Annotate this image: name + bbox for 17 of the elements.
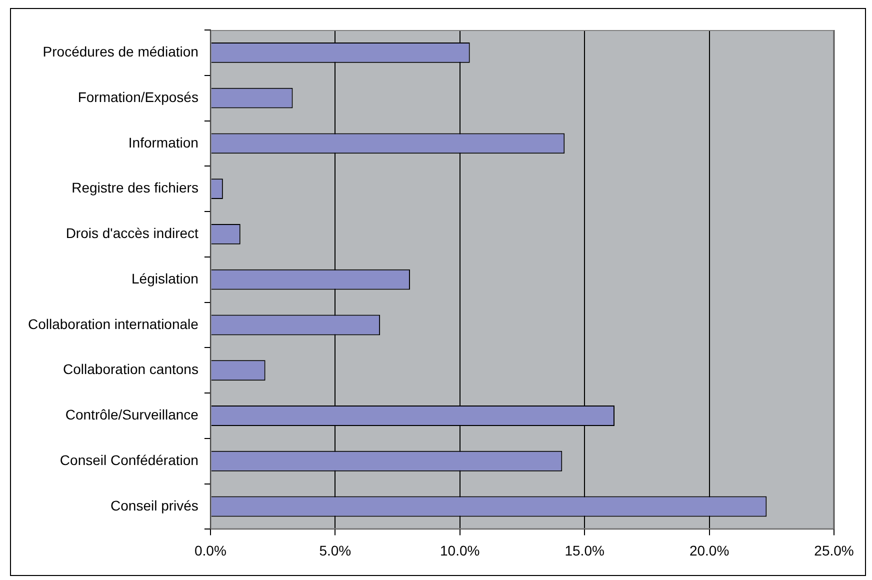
y-tick-label: Drois d'accès indirect	[66, 225, 199, 242]
y-tick-label: Conseil Confédération	[60, 452, 198, 468]
x-tick-label: 10.0%	[440, 542, 480, 558]
y-tick-label: Procédures de médiation	[42, 44, 198, 60]
y-tick-label: Contrôle/Surveillance	[65, 406, 199, 423]
y-tick-label: Législation	[132, 270, 198, 286]
x-tick-label: 15.0%	[564, 542, 604, 558]
x-tick-label: 25.0%	[814, 542, 854, 558]
x-tick-label: 20.0%	[689, 542, 730, 558]
x-tick-label: 0.0%	[194, 542, 226, 558]
y-tick-label: Collaboration internationale	[28, 316, 199, 332]
y-tick-label: Collaboration cantons	[63, 361, 198, 378]
y-tick-label: Conseil privés	[110, 497, 198, 514]
y-tick-label: Registre des fichiers	[72, 180, 198, 196]
x-tick-label: 5.0%	[319, 542, 352, 558]
y-tick-label: Information	[128, 134, 198, 150]
y-tick-label: Formation/Exposés	[78, 88, 198, 105]
